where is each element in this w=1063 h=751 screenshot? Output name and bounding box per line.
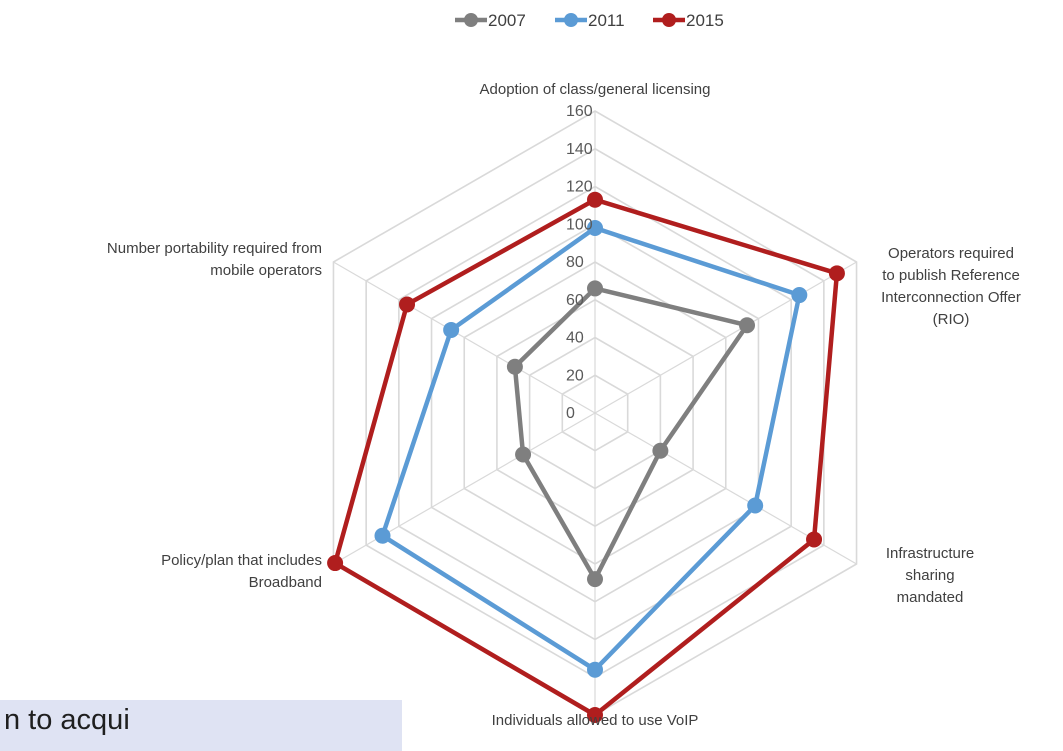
tick-label: 140	[566, 141, 593, 158]
axis-label-line: to publish Reference	[882, 267, 1020, 284]
legend-entry-2011: 2011	[555, 11, 625, 30]
axis-label-line: Policy/plan that includes	[161, 552, 322, 569]
caption-overlay-box: n to acqui	[0, 700, 402, 751]
data-point	[587, 571, 603, 588]
legend-marker	[564, 13, 578, 27]
axis-label: Operators required to publish Reference In…	[881, 245, 1021, 328]
tick-label: 100	[566, 216, 593, 233]
axis-label-line: Number portability required from	[107, 240, 322, 257]
radar-series	[327, 191, 845, 723]
axis-label-line: Operators required	[888, 245, 1014, 262]
data-point	[587, 280, 603, 297]
data-point	[587, 191, 603, 208]
axis-label-line: mobile operators	[210, 262, 322, 279]
axis-label: Adoption of class/general licensing	[480, 81, 711, 98]
axis-label: Number portability required from mobile o…	[107, 240, 322, 279]
series-2007	[506, 280, 756, 588]
axis-label: Individuals allowed to use VoIP	[492, 712, 699, 729]
legend-marker	[464, 13, 478, 27]
axis-label-line: Adoption of class/general licensing	[480, 81, 711, 98]
data-point	[399, 296, 416, 313]
legend-label: 2011	[588, 11, 625, 30]
grid-spoke	[594, 261, 857, 414]
data-point	[587, 220, 603, 237]
legend-label: 2015	[686, 11, 724, 30]
data-point	[747, 497, 764, 514]
series-2011	[374, 220, 808, 678]
axis-label-line: mandated	[897, 589, 964, 606]
tick-label: 20	[566, 367, 584, 384]
data-point	[791, 287, 808, 304]
chart-legend: 2007 2011 2015	[455, 11, 724, 30]
axis-label-line: Broadband	[249, 574, 322, 591]
axis-label: Policy/plan that includes Broadband	[161, 552, 322, 591]
grid-spoke	[333, 261, 596, 414]
data-point	[374, 527, 391, 544]
legend-entry-2015: 2015	[653, 11, 724, 30]
tick-label: 60	[566, 292, 584, 309]
axis-label-line: Individuals allowed to use VoIP	[492, 712, 699, 729]
data-point	[515, 446, 532, 463]
data-point	[828, 265, 845, 282]
caption-overlay-text: n to acqui	[4, 704, 130, 736]
axis-labels: Adoption of class/general licensing Opera…	[107, 81, 1021, 729]
axis-label-line: Infrastructure	[886, 545, 974, 562]
radial-tick-labels: 0 20 40 60 80 100 120 140 160	[566, 103, 593, 422]
data-point	[506, 358, 523, 375]
legend-label: 2007	[488, 11, 526, 30]
tick-label: 40	[566, 330, 584, 347]
data-point	[806, 531, 823, 548]
axis-label-line: (RIO)	[933, 311, 970, 328]
axis-label-line: sharing	[905, 567, 954, 584]
data-point	[443, 321, 460, 338]
data-point	[652, 442, 669, 459]
axis-label-line: Interconnection Offer	[881, 289, 1021, 306]
series-2015	[327, 191, 845, 723]
legend-entry-2007: 2007	[455, 11, 526, 30]
data-point	[327, 555, 344, 572]
axis-label: Infrastructure sharing mandated	[886, 545, 974, 606]
tick-label: 80	[566, 254, 584, 271]
data-point	[739, 317, 756, 334]
data-point	[587, 707, 603, 723]
data-point	[587, 661, 603, 678]
tick-label: 160	[566, 103, 593, 120]
tick-label: 120	[566, 179, 593, 196]
legend-marker	[662, 13, 676, 27]
tick-label: 0	[566, 405, 575, 422]
